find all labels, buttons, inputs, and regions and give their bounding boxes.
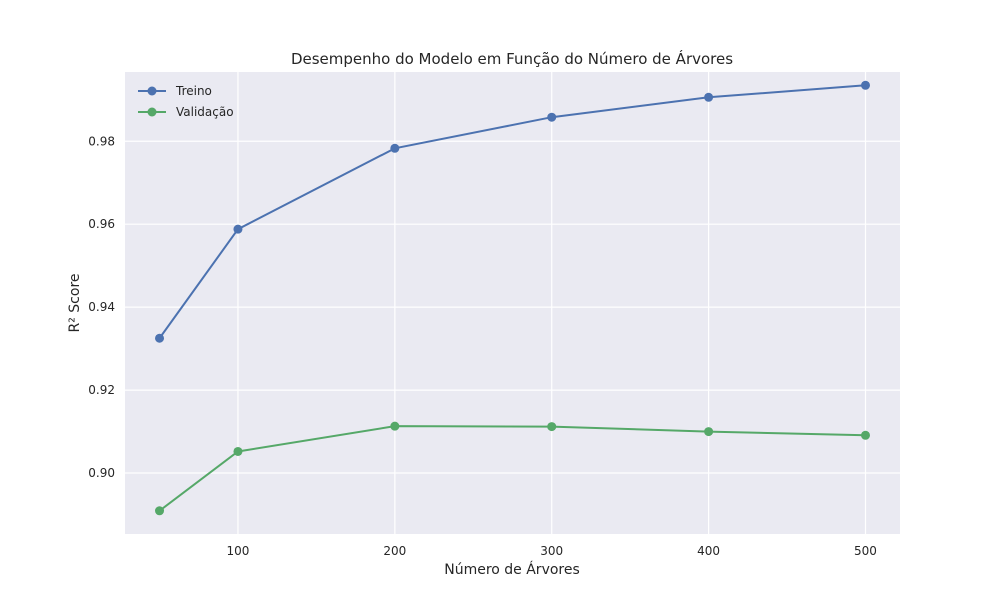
x-tick-label: 200 bbox=[383, 544, 406, 558]
x-tick-label: 500 bbox=[854, 544, 877, 558]
y-tick-label: 0.90 bbox=[88, 466, 115, 480]
y-axis-label: R² Score bbox=[67, 273, 83, 332]
x-axis-ticks: 100 200 300 400 500 bbox=[227, 544, 877, 558]
data-point-treino bbox=[860, 80, 870, 90]
y-tick-label: 0.98 bbox=[88, 134, 115, 148]
data-point-treino bbox=[155, 333, 165, 343]
legend-label-validacao: Validação bbox=[176, 105, 234, 119]
x-tick-label: 300 bbox=[540, 544, 563, 558]
plot-area bbox=[125, 72, 900, 534]
data-point-validacao bbox=[704, 427, 714, 437]
data-point-validacao bbox=[547, 422, 557, 432]
data-point-treino bbox=[704, 92, 714, 102]
data-point-validacao bbox=[860, 430, 870, 440]
legend-marker-validacao bbox=[147, 107, 157, 117]
y-axis-ticks: 0.90 0.92 0.94 0.96 0.98 bbox=[88, 134, 115, 480]
series-group bbox=[155, 80, 870, 516]
y-tick-label: 0.94 bbox=[88, 300, 115, 314]
data-point-validacao bbox=[233, 446, 243, 456]
x-tick-label: 100 bbox=[227, 544, 250, 558]
x-axis-label: Número de Árvores bbox=[444, 561, 580, 578]
data-point-validacao bbox=[155, 506, 165, 516]
y-tick-label: 0.96 bbox=[88, 217, 115, 231]
x-tick-label: 400 bbox=[697, 544, 720, 558]
legend-label-treino: Treino bbox=[175, 84, 212, 98]
legend: Treino Validação bbox=[138, 84, 234, 119]
chart-title: Desempenho do Modelo em Função do Número… bbox=[291, 49, 733, 68]
data-point-treino bbox=[547, 112, 557, 122]
data-point-treino bbox=[390, 143, 400, 153]
grid bbox=[125, 72, 900, 534]
legend-marker-treino bbox=[147, 86, 157, 96]
series-line-treino bbox=[158, 84, 866, 339]
data-point-treino bbox=[233, 224, 243, 234]
y-tick-label: 0.92 bbox=[88, 383, 115, 397]
series-line-validacao bbox=[158, 425, 866, 512]
data-point-validacao bbox=[390, 421, 400, 431]
